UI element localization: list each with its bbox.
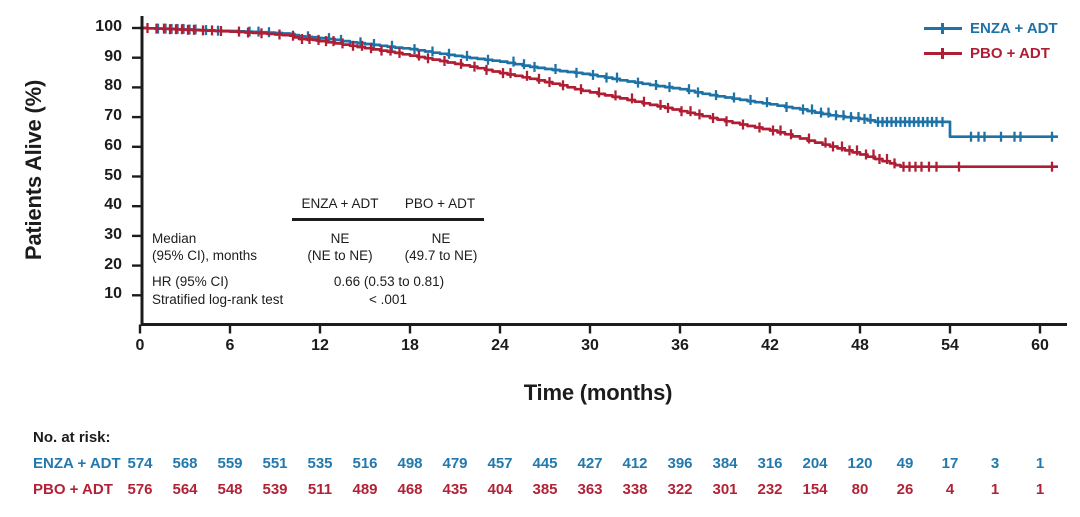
stats-hr-label: HR (95% CI) [152, 274, 229, 289]
at-risk-count: 49 [896, 455, 914, 472]
at-risk-count: 316 [757, 455, 783, 472]
stats-pbo-ci: (49.7 to NE) [404, 248, 478, 263]
at-risk-count: 516 [352, 455, 378, 472]
at-risk-count: 80 [851, 481, 869, 498]
x-tick-label: 0 [135, 337, 145, 354]
at-risk-count: 427 [577, 455, 603, 472]
at-risk-count: 498 [397, 455, 423, 472]
y-tick-label: 80 [104, 77, 122, 95]
x-tick-label: 54 [941, 337, 959, 354]
y-axis-title: Patients Alive (%) [21, 79, 46, 261]
y-tick-label: 20 [104, 255, 122, 273]
survival-plot [132, 16, 1067, 334]
y-tick-label: 70 [104, 107, 122, 125]
at-risk-count: 445 [532, 455, 558, 472]
at-risk-count: 3 [990, 455, 1000, 472]
at-risk-count: 1 [1035, 455, 1045, 472]
at-risk-count: 548 [217, 481, 243, 498]
x-tick-label: 6 [225, 337, 235, 354]
stats-enza-ci: (NE to NE) [307, 248, 373, 263]
y-tick-label: 50 [104, 166, 122, 184]
at-risk-count: 4 [945, 481, 955, 498]
at-risk-count: 489 [352, 481, 378, 498]
y-tick-label: 100 [95, 18, 122, 35]
at-risk-count: 120 [847, 455, 873, 472]
at-risk-count: 559 [217, 455, 243, 472]
at-risk-count: 396 [667, 455, 693, 472]
at-risk-count: 322 [667, 481, 693, 498]
legend-label: ENZA + ADT [970, 20, 1058, 37]
stats-median-label-line2: (95% CI), months [152, 248, 258, 263]
axes [140, 16, 1067, 326]
x-tick-label: 18 [401, 337, 419, 354]
at-risk-count: 404 [487, 481, 513, 498]
at-risk-count: 576 [127, 481, 153, 498]
stats-pbo-median: NE [431, 231, 451, 246]
at-risk-count: 412 [622, 455, 648, 472]
legend-line-icon [924, 23, 962, 34]
at-risk-count: 435 [442, 481, 468, 498]
x-axis-title: Time (months) [523, 380, 673, 405]
x-tick-label: 12 [311, 337, 329, 354]
x-tick-label: 24 [491, 337, 509, 354]
at-risk-count: 154 [802, 481, 828, 498]
legend: ENZA + ADT PBO + ADT [924, 16, 1058, 66]
at-risk-count: 1 [990, 481, 1000, 498]
legend-label: PBO + ADT [970, 45, 1050, 62]
at-risk-row-label-pbo: PBO + ADT [33, 481, 113, 498]
km-curve-enza-adt [140, 26, 1058, 139]
at-risk-count: 363 [577, 481, 603, 498]
x-tick-label: 30 [581, 337, 599, 354]
x-tick-label: 36 [671, 337, 689, 354]
at-risk-count: 204 [802, 455, 828, 472]
at-risk-count: 564 [172, 481, 198, 498]
legend-item-enza: ENZA + ADT [924, 16, 1058, 41]
at-risk-count: 574 [127, 455, 153, 472]
at-risk-count: 338 [622, 481, 648, 498]
stats-header-rule [292, 218, 484, 221]
legend-line-icon [924, 48, 962, 59]
stats-logrank-label: Stratified log-rank test [152, 292, 284, 307]
y-tick-label: 30 [104, 225, 122, 243]
y-tick-label: 60 [104, 136, 122, 154]
at-risk-count: 551 [262, 455, 288, 472]
stats-hr-value: 0.66 (0.53 to 0.81) [333, 274, 445, 289]
at-risk-title: No. at risk: [33, 429, 111, 446]
at-risk-count: 385 [532, 481, 558, 498]
x-tick-label: 42 [761, 337, 779, 354]
y-tick-label: 40 [104, 196, 122, 214]
km-curve-pbo-adt [140, 26, 1058, 169]
at-risk-count: 301 [712, 481, 738, 498]
at-risk-count: 511 [307, 481, 333, 498]
at-risk-count: 568 [172, 455, 198, 472]
at-risk-count: 384 [712, 455, 738, 472]
stats-logrank-value: < .001 [369, 292, 407, 307]
at-risk-count: 479 [442, 455, 468, 472]
at-risk-count: 535 [307, 455, 333, 472]
at-risk-count: 1 [1035, 481, 1045, 498]
at-risk-count: 539 [262, 481, 288, 498]
at-risk-row-label-enza: ENZA + ADT [33, 455, 121, 472]
stats-median-label-line1: Median [152, 231, 197, 246]
at-risk-count: 457 [487, 455, 513, 472]
at-risk-count: 26 [896, 481, 914, 498]
y-tick-label: 90 [104, 47, 122, 65]
y-tick-label: 10 [104, 285, 122, 303]
at-risk-count: 468 [397, 481, 423, 498]
x-tick-label: 60 [1031, 337, 1049, 354]
stats-col-header-enza: ENZA + ADT [301, 196, 379, 211]
at-risk-count: 232 [757, 481, 783, 498]
stats-enza-median: NE [330, 231, 350, 246]
legend-item-pbo: PBO + ADT [924, 41, 1058, 66]
x-tick-label: 48 [851, 337, 869, 354]
stats-col-header-pbo: PBO + ADT [404, 196, 476, 211]
at-risk-count: 17 [941, 455, 959, 472]
